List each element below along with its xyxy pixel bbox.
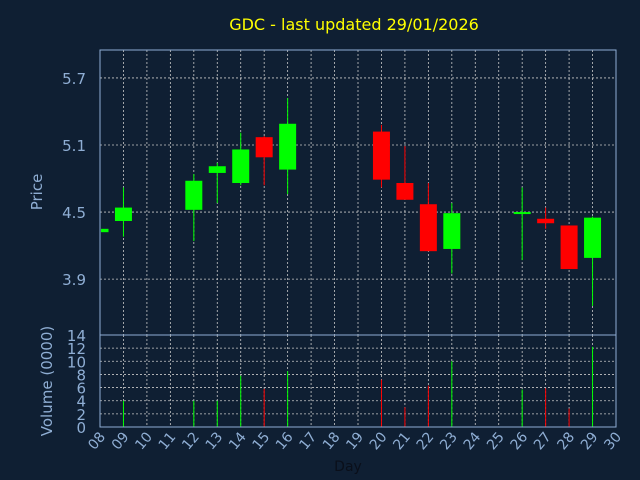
candle-body — [372, 131, 390, 180]
candle-body — [208, 166, 226, 173]
candle-body — [101, 228, 109, 233]
candle-body — [232, 149, 250, 183]
price-tick-labels: 3.9 4.5 5.1 5.7 — [62, 70, 86, 289]
candle-body — [419, 204, 437, 252]
x-tick-labels: 08 09 10 11 12 13 14 15 16 17 18 19 20 21 22 23 24 25 26 27… — [85, 429, 625, 453]
volume-tick-label: 0 — [76, 419, 86, 437]
candle-body — [443, 213, 461, 249]
price-tick-label: 4.5 — [62, 204, 86, 222]
price-grid — [100, 50, 616, 335]
price-tick-label: 3.9 — [62, 271, 86, 289]
volume-tick-label: 4 — [76, 393, 86, 411]
candle-body — [584, 217, 602, 258]
candle-body — [255, 137, 273, 158]
candle-body — [396, 183, 414, 200]
volume-axis-label: Volume (0000) — [38, 326, 56, 436]
volume-tick-label: 14 — [67, 327, 86, 345]
volume-tick-label: 2 — [76, 406, 86, 424]
volume-tick-label: 12 — [67, 340, 86, 358]
price-tick-label: 5.1 — [62, 137, 86, 155]
chart-title: GDC - last updated 29/01/2026 — [229, 15, 479, 34]
x-axis-label: Day — [334, 459, 362, 475]
candle-body — [537, 218, 555, 224]
volume-tick-label: 8 — [76, 366, 86, 384]
candle-body — [513, 212, 531, 215]
volume-tick-label: 10 — [67, 353, 86, 371]
volume-bars — [122, 346, 594, 427]
price-axis-label: Price — [28, 174, 46, 211]
volume-panel-frame — [99, 334, 617, 428]
candles — [99, 98, 602, 306]
volume-tick-label: 6 — [76, 380, 86, 398]
price-tick-label: 5.7 — [62, 70, 86, 88]
candle-body — [279, 123, 297, 170]
candle-body — [185, 180, 203, 210]
candle-body — [560, 225, 578, 270]
candle-body — [114, 207, 132, 221]
